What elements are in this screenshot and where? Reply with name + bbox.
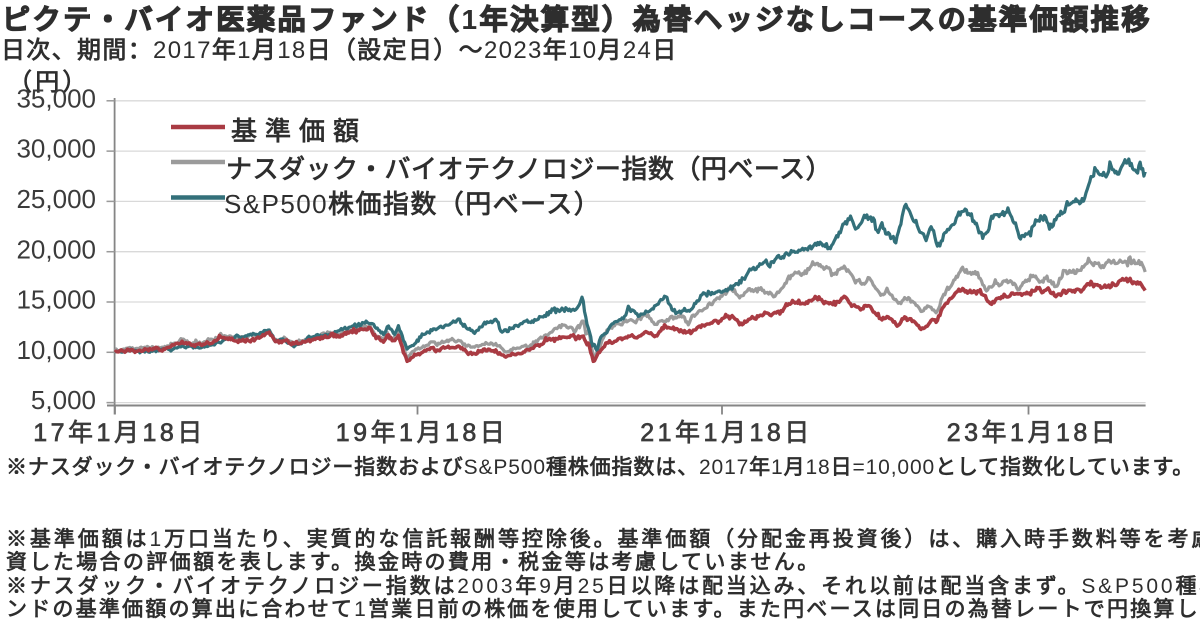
- svg-text:15,000: 15,000: [16, 285, 96, 315]
- svg-text:21年1月18日: 21年1月18日: [640, 419, 813, 447]
- svg-text:10,000: 10,000: [16, 335, 96, 365]
- svg-text:30,000: 30,000: [16, 134, 96, 164]
- svg-text:19年1月18日: 19年1月18日: [336, 419, 509, 447]
- svg-text:20,000: 20,000: [16, 234, 96, 264]
- svg-text:23年1月18日: 23年1月18日: [947, 419, 1120, 447]
- svg-text:35,000: 35,000: [16, 83, 96, 113]
- svg-text:17年1月18日: 17年1月18日: [33, 419, 206, 447]
- svg-text:25,000: 25,000: [16, 184, 96, 214]
- svg-text:5,000: 5,000: [31, 385, 96, 415]
